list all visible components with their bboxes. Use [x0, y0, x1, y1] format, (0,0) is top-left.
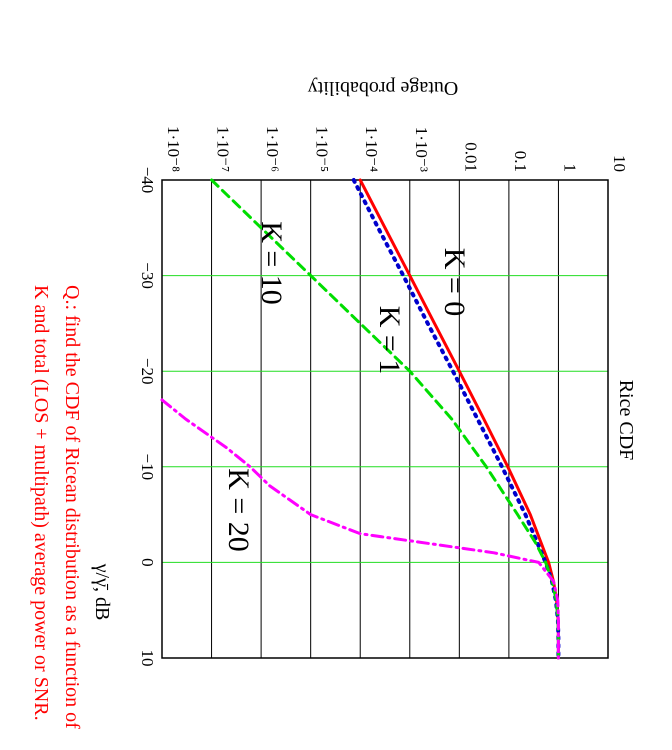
tick-labels: 10 1 0.1 0.01 1·10⁻³ 1·10⁻⁴ 1·10⁻⁵ 1·10⁻⁶ 1·10⁻⁷… [138, 126, 629, 667]
question-note: Q.: find the CDF of Ricean distribution … [30, 285, 83, 729]
y-tick-label: 10 [610, 155, 629, 172]
data-series [160, 178, 561, 660]
y-tick-label: 1 [560, 164, 579, 173]
x-tick-label: −40 [138, 167, 157, 194]
series-label: K = 0 [438, 248, 471, 317]
note-line: Q.: find the CDF of Ricean distribution … [61, 285, 83, 729]
series-label: K = 1 [373, 306, 406, 375]
y-tick-label: 1·10⁻⁴ [362, 126, 381, 172]
y-tick-label: 0.1 [511, 151, 530, 172]
series-k20-line [160, 398, 560, 660]
x-tick-label: −30 [138, 262, 157, 289]
plot-border [161, 179, 609, 659]
x-tick-label: −10 [138, 454, 157, 481]
y-tick-label: 1·10⁻⁸ [164, 126, 183, 172]
series-label: K = 20 [222, 468, 255, 552]
y-tick-label: 1·10⁻³ [412, 127, 431, 172]
y-tick-label: 1·10⁻⁵ [313, 126, 332, 172]
y-tick-label: 1·10⁻⁶ [263, 126, 282, 172]
y-axis-label: Outage probability [308, 77, 459, 99]
x-tick-label: 0 [138, 558, 157, 567]
x-axis-label: γ/γ̄, dB [91, 563, 113, 621]
chart-title: Rice CDF [615, 380, 637, 461]
grid-lines [161, 180, 609, 658]
x-tick-label: 10 [138, 650, 157, 667]
series-labels: K = 0 K = 1 K = 10 K = 20 [222, 221, 471, 552]
x-tick-label: −20 [138, 358, 157, 385]
note-line: K and total (LOS + multipath) average po… [30, 285, 52, 721]
y-tick-label: 1·10⁻⁷ [214, 126, 233, 172]
series-label: K = 10 [255, 221, 288, 305]
plot-frame [161, 179, 609, 659]
y-tick-label: 0.01 [461, 142, 480, 172]
